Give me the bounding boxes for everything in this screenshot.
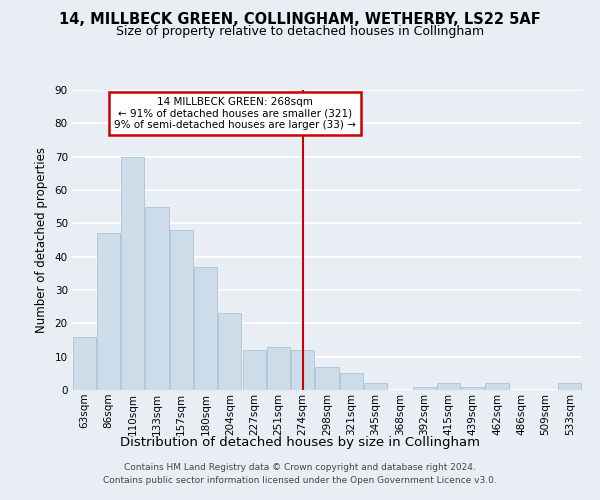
- Text: Distribution of detached houses by size in Collingham: Distribution of detached houses by size …: [120, 436, 480, 449]
- Text: Contains public sector information licensed under the Open Government Licence v3: Contains public sector information licen…: [103, 476, 497, 485]
- Y-axis label: Number of detached properties: Number of detached properties: [35, 147, 48, 333]
- Bar: [340, 374, 363, 390]
- Bar: [437, 384, 460, 390]
- Bar: [97, 234, 120, 390]
- Bar: [121, 156, 144, 390]
- Bar: [559, 384, 581, 390]
- Bar: [145, 206, 169, 390]
- Bar: [218, 314, 241, 390]
- Bar: [364, 384, 387, 390]
- Bar: [170, 230, 193, 390]
- Bar: [194, 266, 217, 390]
- Text: Size of property relative to detached houses in Collingham: Size of property relative to detached ho…: [116, 25, 484, 38]
- Bar: [413, 386, 436, 390]
- Bar: [291, 350, 314, 390]
- Bar: [485, 384, 509, 390]
- Text: 14 MILLBECK GREEN: 268sqm
← 91% of detached houses are smaller (321)
9% of semi-: 14 MILLBECK GREEN: 268sqm ← 91% of detac…: [114, 96, 356, 130]
- Bar: [242, 350, 266, 390]
- Text: 14, MILLBECK GREEN, COLLINGHAM, WETHERBY, LS22 5AF: 14, MILLBECK GREEN, COLLINGHAM, WETHERBY…: [59, 12, 541, 28]
- Bar: [461, 386, 484, 390]
- Bar: [267, 346, 290, 390]
- Bar: [73, 336, 95, 390]
- Text: Contains HM Land Registry data © Crown copyright and database right 2024.: Contains HM Land Registry data © Crown c…: [124, 464, 476, 472]
- Bar: [316, 366, 338, 390]
